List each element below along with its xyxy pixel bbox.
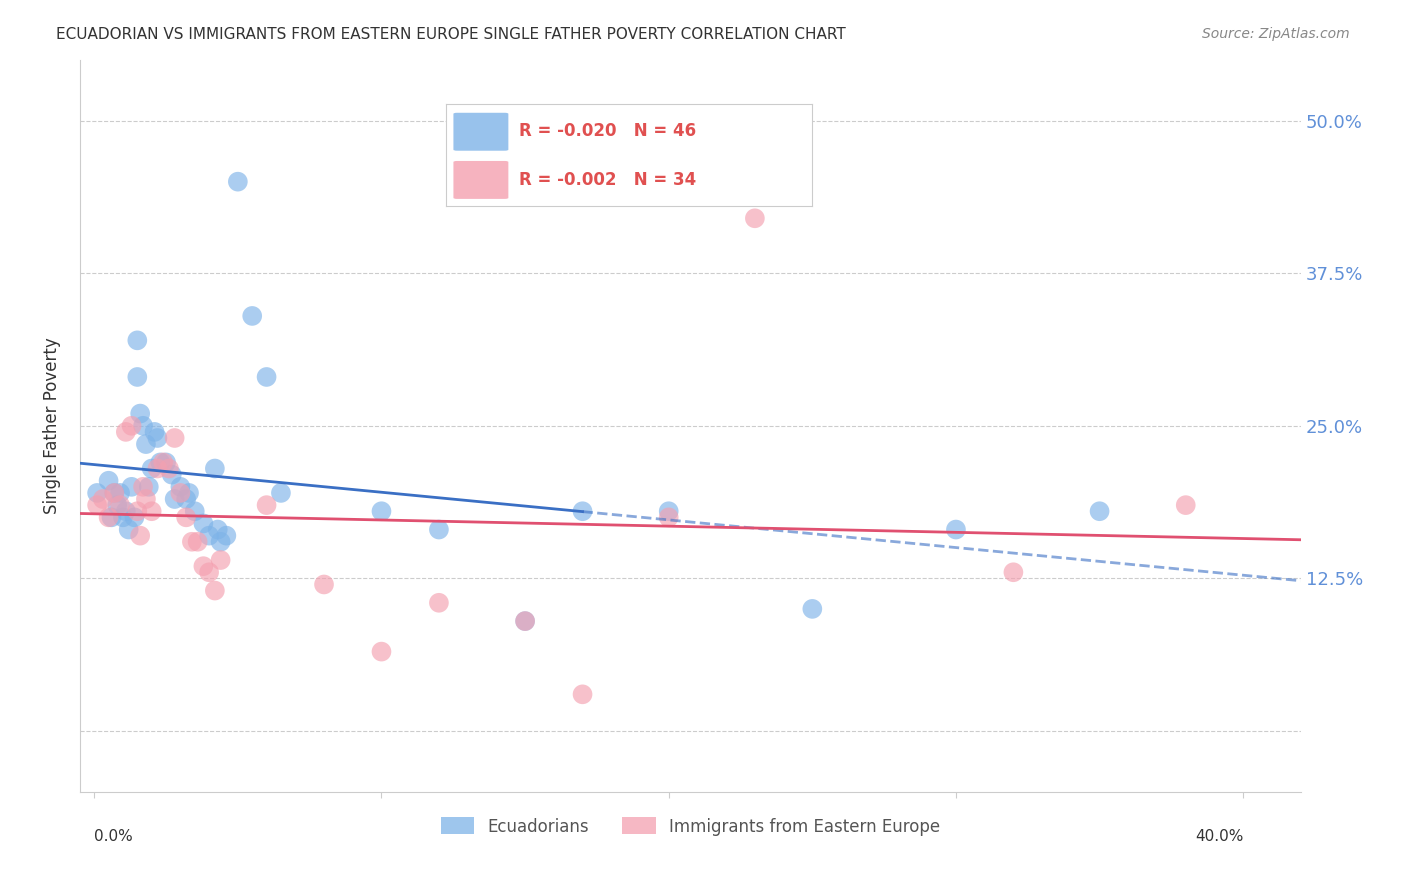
Point [198,566,221,580]
Point [141,504,163,518]
Point [152,455,174,469]
Point [146,461,169,475]
Point [127,334,149,348]
Point [86,498,108,512]
Point [209,553,232,567]
Point [124,510,146,524]
Point [180,534,202,549]
Point [160,467,183,482]
Text: 40.0%: 40.0% [1195,829,1243,844]
Text: ECUADORIAN VS IMMIGRANTS FROM EASTERN EUROPE SINGLE FATHER POVERTY CORRELATION C: ECUADORIAN VS IMMIGRANTS FROM EASTERN EU… [56,27,846,42]
Point [118,523,141,537]
Point [114,425,136,439]
Legend: Ecuadorians, Immigrants from Eastern Europe: Ecuadorians, Immigrants from Eastern Eur… [434,811,946,842]
Point [105,498,128,512]
Point [1088,504,1111,518]
Point [149,455,172,469]
Point [163,431,186,445]
Point [103,486,125,500]
Point [370,644,392,658]
Point [256,370,278,384]
Point [135,437,157,451]
Point [658,510,681,524]
Point [427,523,450,537]
Point [121,480,143,494]
Point [370,504,392,518]
Point [226,175,249,189]
Point [256,498,278,512]
Point [97,510,120,524]
Point [127,370,149,384]
Point [100,510,122,524]
Point [146,431,169,445]
Point [744,211,766,226]
Point [193,516,215,531]
Point [143,425,166,439]
Point [135,491,157,506]
Point [1174,498,1197,512]
Point [174,510,197,524]
Point [174,491,197,506]
Point [97,474,120,488]
Point [155,455,177,469]
Point [114,504,136,518]
Point [111,510,134,524]
Point [169,480,191,494]
Point [270,486,292,500]
Point [132,480,155,494]
Point [187,534,209,549]
Point [108,498,131,512]
Point [571,687,593,701]
Point [163,491,186,506]
Point [103,486,125,500]
Point [132,418,155,433]
Point [513,614,536,628]
Text: 0.0%: 0.0% [94,829,134,844]
Point [215,528,238,542]
Point [121,418,143,433]
Point [129,528,152,542]
Point [138,480,160,494]
Point [91,491,114,506]
Point [204,583,226,598]
Point [177,486,200,500]
Point [312,577,335,591]
Point [207,523,229,537]
Point [658,504,681,518]
Point [204,461,226,475]
Point [157,461,180,475]
Point [945,523,967,537]
Point [240,309,263,323]
Text: Source: ZipAtlas.com: Source: ZipAtlas.com [1202,27,1350,41]
Point [1002,566,1025,580]
Point [801,602,824,616]
Point [209,534,232,549]
Point [184,504,207,518]
Point [198,528,221,542]
Point [86,486,108,500]
Point [169,486,191,500]
Point [513,614,536,628]
Point [127,504,149,518]
Point [141,461,163,475]
Y-axis label: Single Father Poverty: Single Father Poverty [44,337,60,514]
Point [427,596,450,610]
Point [193,559,215,574]
Point [108,486,131,500]
Point [129,407,152,421]
Point [571,504,593,518]
